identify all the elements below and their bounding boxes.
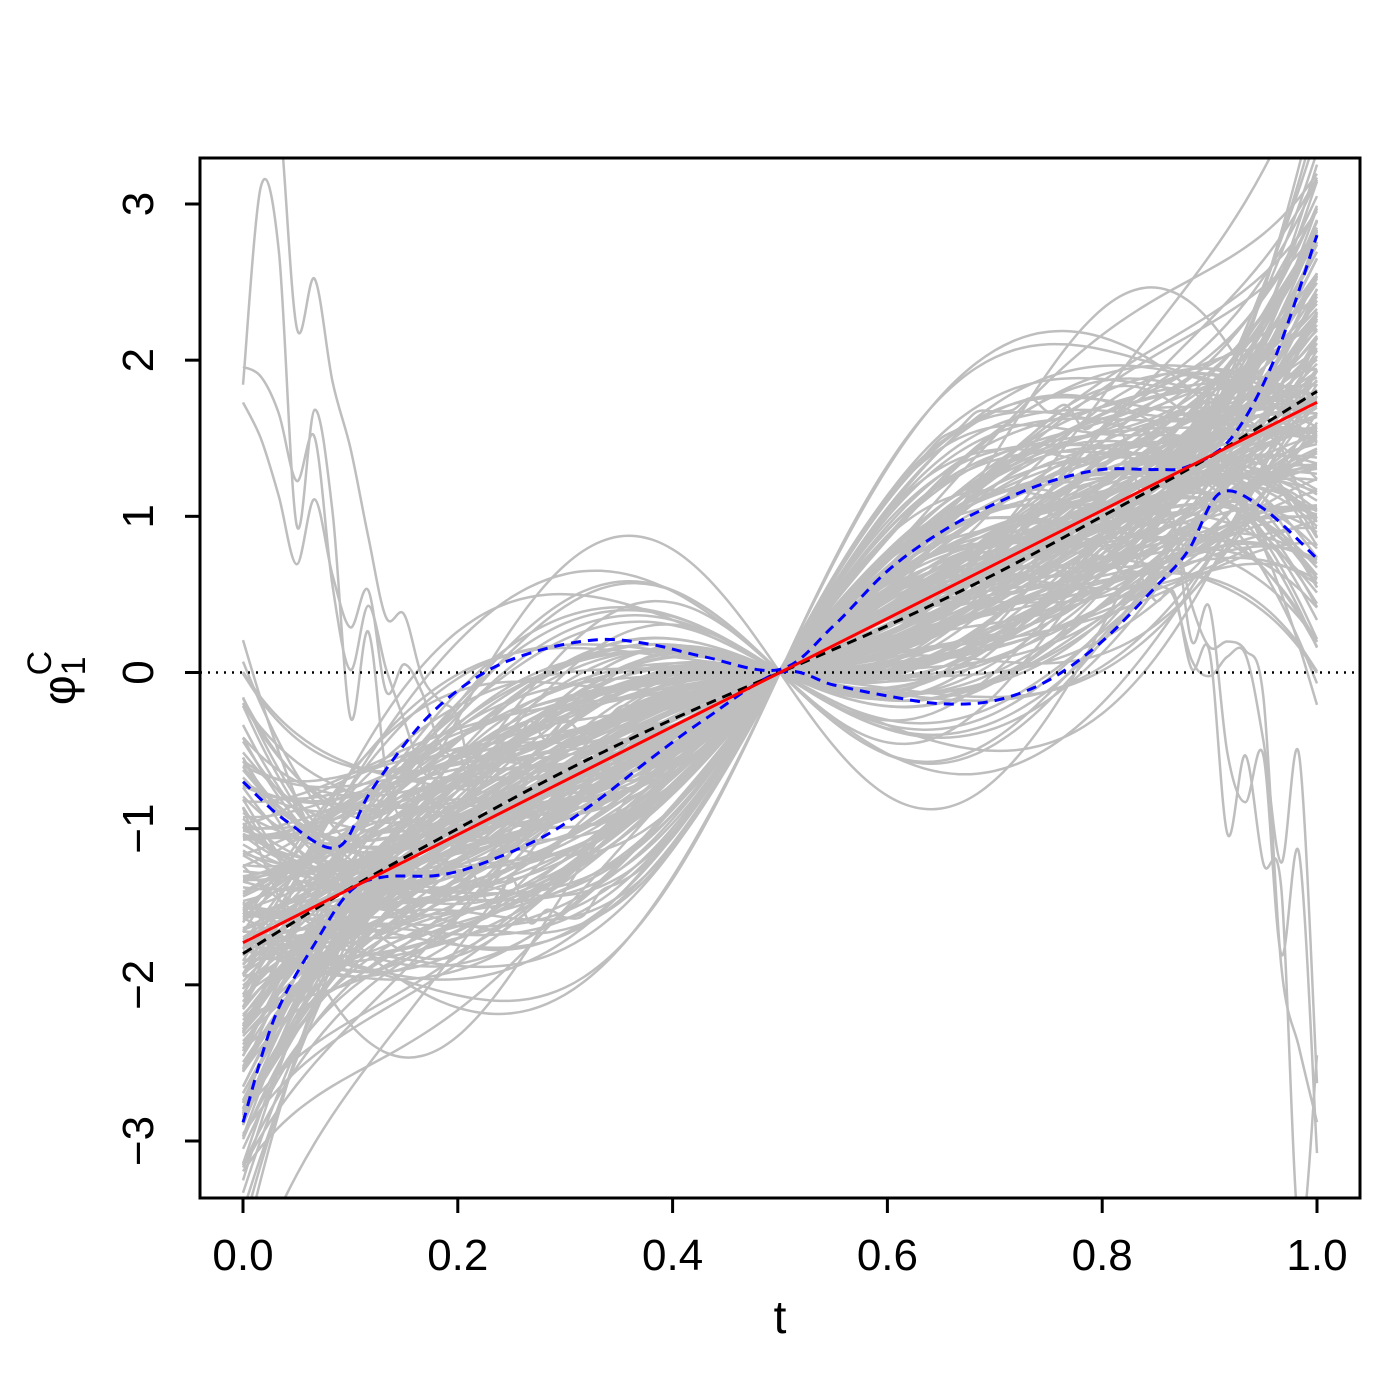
x-tick-label: 0.8 xyxy=(1072,1231,1133,1280)
series-lower-band xyxy=(241,489,1319,1123)
x-tick-label: 0.6 xyxy=(857,1231,918,1280)
y-axis-subscript: 1 xyxy=(55,656,93,675)
x-tick-label: 0.2 xyxy=(427,1231,488,1280)
sample-curves xyxy=(241,158,1319,1198)
y-axis-title: φ1C xyxy=(21,651,93,705)
sample-curve xyxy=(281,158,1319,1198)
y-axis-symbol: φ xyxy=(33,675,85,705)
series-truth xyxy=(242,400,1318,945)
svg-text:φ1C: φ1C xyxy=(21,651,93,705)
y-tick-label-group: 2 xyxy=(114,348,163,372)
x-tick-label: 0.4 xyxy=(642,1231,703,1280)
plot-frame xyxy=(198,156,1362,1200)
y-tick-label-group: 3 xyxy=(114,192,163,216)
y-tick-label: −3 xyxy=(114,1116,163,1166)
y-tick-label: 3 xyxy=(114,192,163,216)
y-tick-label: 1 xyxy=(114,504,163,528)
y-tick-label: −2 xyxy=(114,960,163,1010)
series-estimate xyxy=(242,390,1318,955)
y-tick-label-group: 0 xyxy=(114,660,163,684)
y-tick-label-group: −3 xyxy=(114,1116,163,1166)
series-lines xyxy=(241,234,1319,1123)
y-axis-superscript: C xyxy=(21,651,59,676)
y-tick-label: 0 xyxy=(114,660,163,684)
y-axis: −3 −2 −1 0 1 2 3 xyxy=(114,192,202,1166)
y-tick-label-group: −2 xyxy=(114,960,163,1010)
sample-curve xyxy=(241,178,1319,1123)
x-axis-title: t xyxy=(774,1291,787,1343)
y-tick-label-group: −1 xyxy=(114,804,163,854)
x-tick-label: 1.0 xyxy=(1286,1231,1347,1280)
x-tick-label: 0.0 xyxy=(212,1231,273,1280)
y-tick-label-group: 1 xyxy=(114,504,163,528)
y-tick-label: 2 xyxy=(114,348,163,372)
y-tick-label: −1 xyxy=(114,804,163,854)
x-axis: 0.0 0.2 0.4 0.6 0.8 1.0 xyxy=(212,1196,1348,1280)
